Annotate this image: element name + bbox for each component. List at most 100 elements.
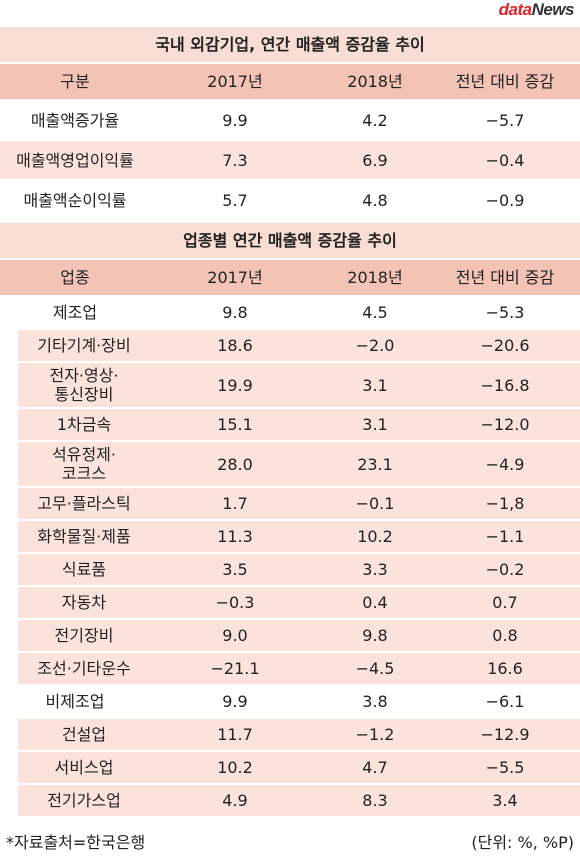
cell: 7.3 (222, 150, 248, 170)
cell: 4.9 (222, 791, 248, 810)
cell: 2017년 (207, 268, 263, 287)
cell: −5.5 (485, 758, 525, 777)
cell: −5.7 (485, 110, 525, 130)
table-row: 건설업 11.7 −1.2 −12.9 (18, 719, 580, 752)
cell: 4.5 (362, 303, 388, 322)
cell: 28.0 (217, 454, 253, 474)
table-row: 전기장비 9.0 9.8 0.8 (18, 620, 580, 653)
row-label: 제조업 (52, 303, 98, 322)
cell: 23.1 (357, 454, 393, 474)
cell: 1.7 (222, 494, 248, 513)
cell: −1.1 (485, 527, 525, 546)
table-row: 조선·기타운수 −21.1 −4.5 16.6 (18, 653, 580, 686)
cell: 10.2 (217, 758, 253, 777)
table-row: 매출액순이익률 5.7 4.8 −0.9 (0, 181, 580, 221)
cell: −1.2 (355, 725, 395, 744)
footer: *자료출처=한국은행 (단위: %, %P) (0, 826, 580, 856)
table-title: 국내 외감기업, 연간 매출액 증감율 추이 (0, 27, 580, 64)
row-label: 서비스업 (54, 758, 114, 777)
cell: 4.2 (362, 110, 388, 130)
cell: −2.0 (355, 336, 395, 355)
cell: −0.9 (485, 190, 525, 210)
row-label: 매출액증가율 (30, 110, 120, 130)
logo-part: data (498, 0, 532, 19)
cell: −4.5 (355, 659, 395, 678)
cell: 16.6 (487, 659, 523, 678)
cell: 18.6 (217, 336, 253, 355)
cell: −0.4 (485, 150, 525, 170)
cell: 전년 대비 증감 (455, 72, 555, 91)
cell: 3.1 (362, 375, 388, 395)
cell: −12.9 (480, 725, 530, 744)
logo-part: News (531, 0, 575, 19)
row-label: 기타기계·장비 (37, 336, 131, 355)
cell: −20.6 (480, 336, 530, 355)
cell: −0.3 (215, 593, 255, 612)
row-label: 매출액영업이익률 (16, 150, 134, 170)
unit: (단위: %, %P) (471, 833, 574, 852)
cell: −0.1 (355, 494, 395, 513)
cell: 5.7 (222, 190, 248, 210)
table-row: 제조업 9.8 4.5 −5.3 (0, 297, 580, 330)
row-label: 1차금속 (56, 415, 112, 434)
cell: 0.8 (492, 626, 518, 645)
cell: 3.1 (362, 415, 388, 434)
cell: 9.8 (222, 303, 248, 322)
cell: 전년 대비 증감 (455, 268, 555, 287)
cell: −1,8 (485, 494, 525, 513)
row-label: 전자·영상· 통신장비 (49, 366, 119, 404)
table-row: 매출액영업이익률 7.3 6.9 −0.4 (0, 141, 580, 181)
cell: −12.0 (480, 415, 530, 434)
table-row: 비제조업 9.9 3.8 −6.1 (0, 686, 580, 719)
cell: −21.1 (210, 659, 260, 678)
table-title: 업종별 연간 매출액 증감율 추이 (0, 223, 580, 260)
row-label: 업종 (60, 268, 90, 287)
cell: 9.9 (222, 110, 248, 130)
cell: 2018년 (347, 268, 403, 287)
tables: 국내 외감기업, 연간 매출액 증감율 추이 구분 2017년 2018년 전년 대비 … (0, 27, 580, 818)
cell: 3.5 (222, 560, 248, 579)
cell: 9.8 (362, 626, 388, 645)
cell: 6.9 (362, 150, 388, 170)
row-label: 고무·플라스틱 (37, 494, 131, 513)
table-row: 구분 2017년 2018년 전년 대비 증감 (0, 64, 580, 101)
cell: 19.9 (217, 375, 253, 395)
cell: 10.2 (357, 527, 393, 546)
cell: 9.9 (222, 692, 248, 711)
cell: 2018년 (347, 72, 403, 91)
cell: 0.7 (492, 593, 518, 612)
row-label: 비제조업 (45, 692, 105, 711)
row-label: 자동차 (61, 593, 107, 612)
table-row: 전자·영상· 통신장비 19.9 3.1 −16.8 (18, 363, 580, 409)
row-label: 조선·기타운수 (37, 659, 131, 678)
table-row: 석유정제· 코크스 28.0 23.1 −4.9 (18, 442, 580, 488)
cell: 4.8 (362, 190, 388, 210)
row-label: 전기장비 (54, 626, 114, 645)
cell: 3.8 (362, 692, 388, 711)
row-label: 구분 (60, 72, 90, 91)
cell: 11.7 (217, 725, 253, 744)
cell: 3.4 (492, 791, 518, 810)
table-row: 매출액증가율 9.9 4.2 −5.7 (0, 101, 580, 141)
table-row: 식료품 3.5 3.3 −0.2 (18, 554, 580, 587)
cell: −4.9 (485, 454, 525, 474)
table-row: 1차금속 15.1 3.1 −12.0 (18, 409, 580, 442)
cell: −5.3 (485, 303, 525, 322)
row-label: 식료품 (61, 560, 107, 579)
row-label: 전기가스업 (47, 791, 121, 810)
table-row: 화학물질·제품 11.3 10.2 −1.1 (18, 521, 580, 554)
table-row: 업종 2017년 2018년 전년 대비 증감 (0, 260, 580, 297)
cell: 11.3 (217, 527, 253, 546)
cell: 0.4 (362, 593, 388, 612)
row-label: 건설업 (61, 725, 107, 744)
cell: −6.1 (485, 692, 525, 711)
cell: 2017년 (207, 72, 263, 91)
row-label: 석유정제· 코크스 (52, 445, 116, 483)
cell: 8.3 (362, 791, 388, 810)
table-row: 기타기계·장비 18.6 −2.0 −20.6 (18, 330, 580, 363)
table-row: 서비스업 10.2 4.7 −5.5 (18, 752, 580, 785)
cell: 4.7 (362, 758, 388, 777)
table-row: 자동차 −0.3 0.4 0.7 (18, 587, 580, 620)
